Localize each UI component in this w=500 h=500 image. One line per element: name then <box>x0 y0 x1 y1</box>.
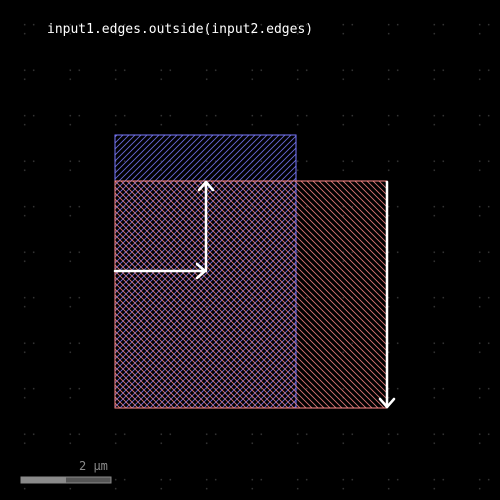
scale-bar <box>20 476 112 484</box>
result-edge-vertical-down <box>378 180 396 409</box>
result-edges <box>113 180 396 409</box>
input2-shape <box>114 180 388 409</box>
result-edge-vertical-up <box>197 180 215 273</box>
scale-bar-label: 2 μm <box>79 459 108 473</box>
caption: input1.edges.outside(input2.edges) <box>47 22 314 37</box>
